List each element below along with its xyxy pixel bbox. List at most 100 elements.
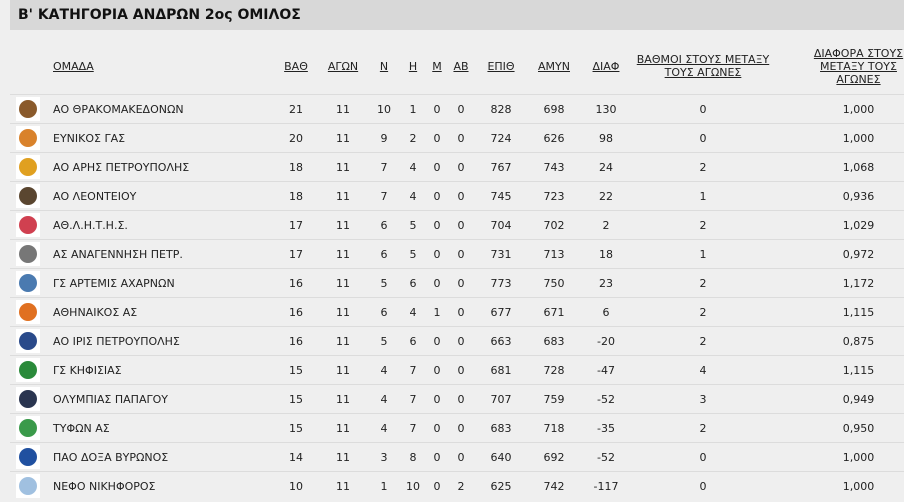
logo-cell [10,94,46,124]
cell-games: 11 [319,384,367,414]
logo-cell [10,268,46,298]
logo-cell [10,152,46,182]
cell-losses: 8 [401,442,425,472]
cell-points-for: 681 [473,355,529,385]
team-logo-icon [16,213,40,237]
table-row: ΑΘ.Λ.Η.Τ.Η.Σ. 17 11 6 5 0 0 704 702 2 2 1,029 [10,210,904,240]
cell-points-for: 828 [473,94,529,124]
cell-h2h-diff: 0,950 [773,413,904,443]
cell-wins: 4 [367,413,401,443]
cell-m: 0 [425,123,449,153]
header-points-against[interactable]: ΑΜΥΝ [538,59,570,73]
team-logo-icon [16,474,40,498]
cell-points-for: 663 [473,326,529,356]
logo-cell [10,239,46,269]
cell-ab: 0 [449,239,473,269]
cell-wins: 3 [367,442,401,472]
cell-points: 17 [273,239,319,269]
cell-points-for: 677 [473,297,529,327]
cell-h2h-points: 4 [633,355,773,385]
cell-points-against: 671 [529,297,579,327]
cell-points-against: 723 [529,181,579,211]
cell-points-against: 713 [529,239,579,269]
cell-points-for: 704 [473,210,529,240]
table-row: ΓΣ ΚΗΦΙΣΙΑΣ 15 11 4 7 0 0 681 728 -47 4 1,115 [10,355,904,385]
cell-points-for: 731 [473,239,529,269]
cell-h2h-diff: 1,000 [773,471,904,500]
cell-games: 11 [319,471,367,500]
cell-diff: 2 [579,210,633,240]
cell-points: 15 [273,384,319,414]
team-logo-icon [16,416,40,440]
cell-diff: -47 [579,355,633,385]
team-name: ΑΟ ΑΡΗΣ ΠΕΤΡΟΥΠΟΛΗΣ [46,152,273,182]
cell-points-for: 767 [473,152,529,182]
cell-m: 0 [425,94,449,124]
cell-games: 11 [319,355,367,385]
header-h2h-points[interactable]: ΒΑΘΜΟΙ ΣΤΟΥΣ ΜΕΤΑΞΥ ΤΟΥΣ ΑΓΩΝΕΣ [636,53,770,79]
cell-ab: 0 [449,326,473,356]
cell-h2h-points: 0 [633,123,773,153]
team-name: ΑΘ.Λ.Η.Τ.Η.Σ. [46,210,273,240]
header-diff[interactable]: ΔΙΑΦ [592,59,620,73]
cell-points: 16 [273,297,319,327]
cell-losses: 4 [401,181,425,211]
team-name: ΑΘΗΝΑΙΚΟΣ ΑΣ [46,297,273,327]
cell-m: 0 [425,442,449,472]
cell-points: 18 [273,181,319,211]
table-row: ΝΕΦΟ ΝΙΚΗΦΟΡΟΣ 10 11 1 10 0 2 625 742 -117 0 1,000 [10,471,904,500]
cell-h2h-diff: 0,875 [773,326,904,356]
cell-diff: 23 [579,268,633,298]
cell-diff: 6 [579,297,633,327]
header-h2h-diff[interactable]: ΔΙΑΦΟΡΑ ΣΤΟΥΣ ΜΕΤΑΞΥ ΤΟΥΣ ΑΓΩΝΕΣ [813,46,904,86]
logo-cell [10,210,46,240]
cell-points-against: 728 [529,355,579,385]
cell-points-for: 745 [473,181,529,211]
team-name: ΤΥΦΩΝ ΑΣ [46,413,273,443]
cell-points-against: 743 [529,152,579,182]
team-name: ΑΣ ΑΝΑΓΕΝΝΗΣΗ ΠΕΤΡ. [46,239,273,269]
cell-ab: 0 [449,123,473,153]
cell-h2h-diff: 1,000 [773,442,904,472]
table-row: ΟΛΥΜΠΙΑΣ ΠΑΠΑΓΟΥ 15 11 4 7 0 0 707 759 -52 3 0,949 [10,384,904,414]
cell-diff: 24 [579,152,633,182]
cell-losses: 4 [401,297,425,327]
cell-diff: -20 [579,326,633,356]
cell-ab: 0 [449,152,473,182]
header-points-for[interactable]: ΕΠΙΘ [487,59,515,73]
cell-points-for: 640 [473,442,529,472]
cell-diff: -117 [579,471,633,500]
cell-games: 11 [319,297,367,327]
team-logo-icon [16,271,40,295]
cell-ab: 0 [449,355,473,385]
cell-losses: 7 [401,384,425,414]
header-m[interactable]: Μ [432,59,442,73]
header-points[interactable]: ΒΑΘ [284,59,308,73]
cell-ab: 0 [449,181,473,211]
header-wins[interactable]: Ν [379,59,389,73]
header-ab[interactable]: ΑΒ [453,59,469,73]
cell-points-against: 692 [529,442,579,472]
team-name: ΟΛΥΜΠΙΑΣ ΠΑΠΑΓΟΥ [46,384,273,414]
cell-m: 1 [425,297,449,327]
cell-h2h-points: 2 [633,210,773,240]
cell-m: 0 [425,239,449,269]
cell-h2h-diff: 0,972 [773,239,904,269]
team-logo-icon [16,184,40,208]
header-team[interactable]: ΟΜΑΔΑ [53,59,94,73]
table-row: ΓΣ ΑΡΤΕΜΙΣ ΑΧΑΡΝΩΝ 16 11 5 6 0 0 773 750 23 2 1,172 [10,268,904,298]
cell-points: 14 [273,442,319,472]
cell-points-against: 742 [529,471,579,500]
cell-points: 10 [273,471,319,500]
cell-ab: 0 [449,210,473,240]
cell-ab: 0 [449,413,473,443]
cell-h2h-points: 2 [633,152,773,182]
table-row: ΤΥΦΩΝ ΑΣ 15 11 4 7 0 0 683 718 -35 2 0,950 [10,413,904,443]
cell-h2h-points: 0 [633,94,773,124]
cell-m: 0 [425,384,449,414]
cell-points: 17 [273,210,319,240]
cell-points-for: 683 [473,413,529,443]
header-losses[interactable]: Η [408,59,418,73]
cell-h2h-points: 2 [633,326,773,356]
header-games[interactable]: ΑΓΩΝ [327,59,359,73]
